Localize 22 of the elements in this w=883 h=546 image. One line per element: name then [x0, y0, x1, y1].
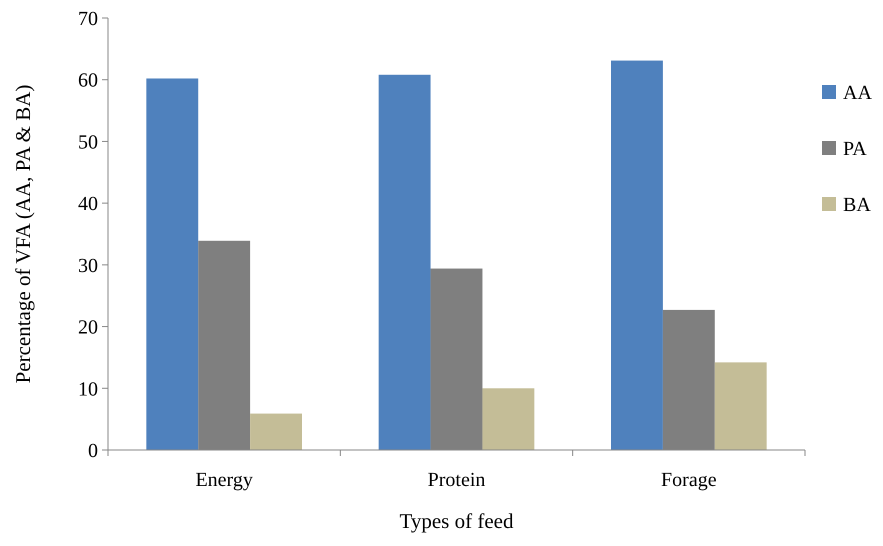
- bar: [250, 414, 302, 450]
- bar: [611, 60, 663, 450]
- y-axis-title: Percentage of VFA (AA, PA & BA): [11, 84, 35, 384]
- y-tick-label: 60: [78, 70, 98, 92]
- y-tick-label: 70: [78, 8, 98, 30]
- x-axis-title: Types of feed: [400, 509, 514, 533]
- legend-label: AA: [843, 82, 872, 104]
- bar: [482, 388, 534, 450]
- bar: [378, 74, 431, 450]
- y-tick-label: 0: [88, 440, 98, 462]
- y-tick-label: 20: [78, 316, 98, 339]
- bar: [146, 78, 198, 450]
- x-tick-label: Energy: [195, 469, 253, 491]
- y-tick-label: 30: [78, 254, 98, 277]
- legend-label: PA: [843, 138, 868, 160]
- y-tick-label: 50: [78, 131, 98, 154]
- y-tick-label: 10: [78, 378, 98, 400]
- bar: [714, 362, 767, 450]
- x-tick-label: Protein: [428, 469, 486, 491]
- y-tick-label: 40: [78, 193, 98, 216]
- legend-label: BA: [843, 194, 872, 216]
- x-tick-label: Forage: [661, 469, 717, 491]
